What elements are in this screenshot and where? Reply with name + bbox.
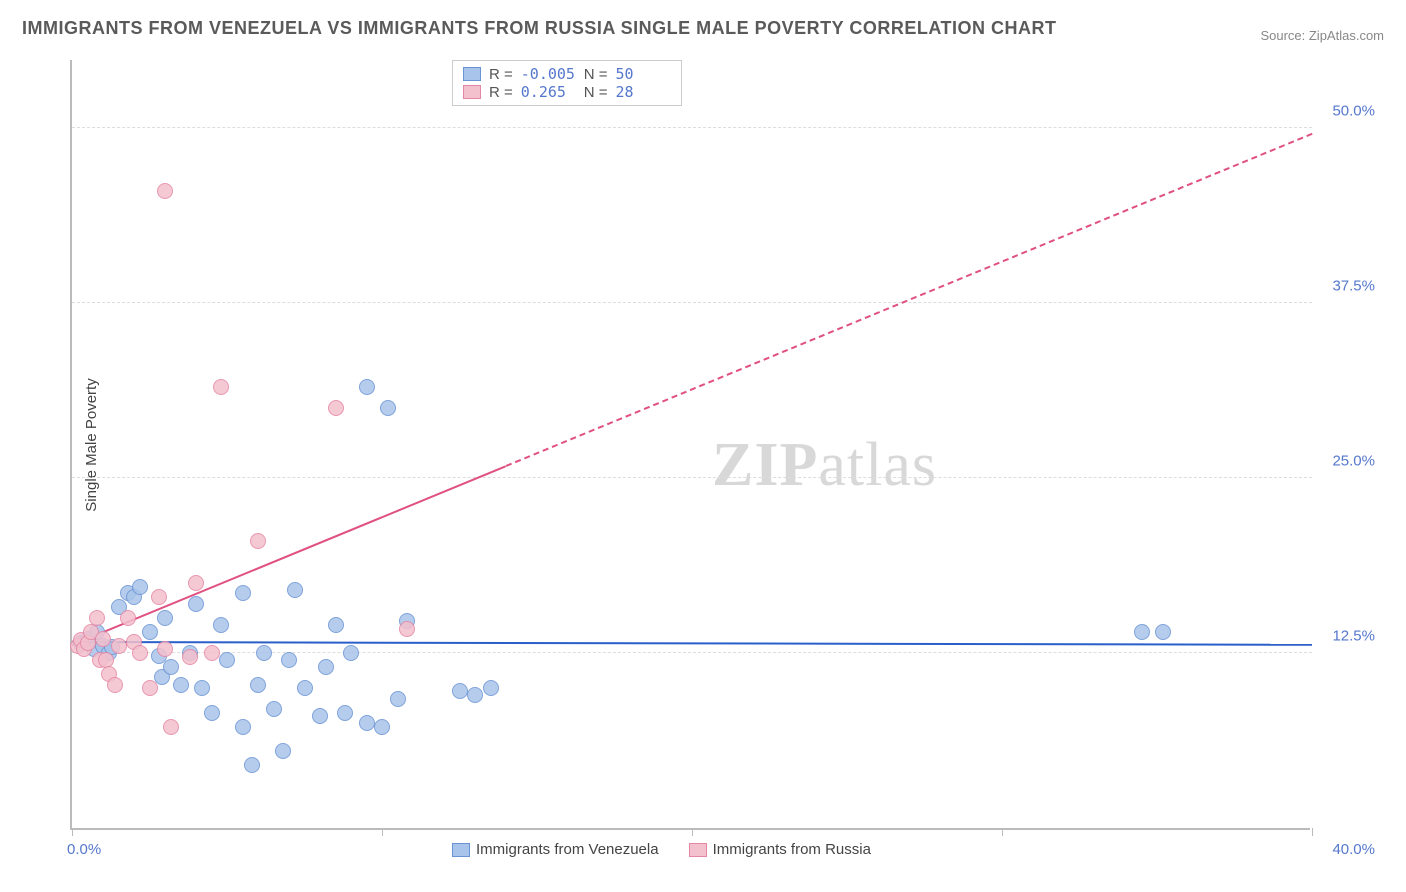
data-point <box>1134 624 1150 640</box>
x-tick-right: 40.0% <box>1332 841 1375 858</box>
n-label: N = <box>584 66 608 83</box>
watermark: ZIPatlas <box>712 430 937 501</box>
watermark-rest: atlas <box>818 431 937 499</box>
data-point <box>250 677 266 693</box>
data-point <box>337 705 353 721</box>
stats-row-russia: R = 0.265 N = 28 <box>463 83 671 101</box>
data-point <box>89 610 105 626</box>
gridline <box>72 477 1312 478</box>
x-tick-left: 0.0% <box>67 841 101 858</box>
legend-item-russia: Immigrants from Russia <box>689 841 871 858</box>
legend-label-venezuela: Immigrants from Venezuela <box>476 841 659 858</box>
data-point <box>120 610 136 626</box>
data-point <box>343 645 359 661</box>
x-tick <box>382 828 383 836</box>
n-value-russia: 28 <box>616 83 671 101</box>
data-point <box>188 575 204 591</box>
trend-line-solid <box>72 465 507 646</box>
scatter-plot: ZIPatlas R = -0.005 N = 50 R = 0.265 N =… <box>70 60 1310 830</box>
data-point <box>182 649 198 665</box>
source-citation: Source: ZipAtlas.com <box>1260 28 1384 43</box>
chart-title: IMMIGRANTS FROM VENEZUELA VS IMMIGRANTS … <box>22 18 1057 39</box>
data-point <box>107 677 123 693</box>
n-value-venezuela: 50 <box>616 65 671 83</box>
data-point <box>142 624 158 640</box>
trend-line-solid <box>72 641 1312 646</box>
data-point <box>132 645 148 661</box>
r-label: R = <box>489 66 513 83</box>
data-point <box>213 379 229 395</box>
data-point <box>142 680 158 696</box>
data-point <box>163 659 179 675</box>
stats-row-venezuela: R = -0.005 N = 50 <box>463 65 671 83</box>
r-value-russia: 0.265 <box>521 83 576 101</box>
stats-legend-box: R = -0.005 N = 50 R = 0.265 N = 28 <box>452 60 682 106</box>
r-label: R = <box>489 84 513 101</box>
data-point <box>256 645 272 661</box>
data-point <box>157 610 173 626</box>
data-point <box>235 585 251 601</box>
y-tick-label: 37.5% <box>1332 278 1375 295</box>
gridline <box>72 127 1312 128</box>
x-tick <box>692 828 693 836</box>
data-point <box>390 691 406 707</box>
swatch-russia <box>463 85 481 99</box>
data-point <box>281 652 297 668</box>
x-tick <box>1312 828 1313 836</box>
trend-line-dashed <box>506 133 1313 467</box>
swatch-icon <box>452 843 470 857</box>
legend-label-russia: Immigrants from Russia <box>713 841 871 858</box>
data-point <box>235 719 251 735</box>
data-point <box>1155 624 1171 640</box>
data-point <box>374 719 390 735</box>
data-point <box>483 680 499 696</box>
swatch-icon <box>689 843 707 857</box>
data-point <box>266 701 282 717</box>
y-tick-label: 12.5% <box>1332 628 1375 645</box>
gridline <box>72 302 1312 303</box>
data-point <box>111 638 127 654</box>
data-point <box>287 582 303 598</box>
data-point <box>250 533 266 549</box>
data-point <box>194 680 210 696</box>
data-point <box>380 400 396 416</box>
data-point <box>328 400 344 416</box>
data-point <box>219 652 235 668</box>
data-point <box>132 579 148 595</box>
x-tick <box>1002 828 1003 836</box>
data-point <box>95 631 111 647</box>
data-point <box>157 183 173 199</box>
data-point <box>204 645 220 661</box>
data-point <box>163 719 179 735</box>
data-point <box>297 680 313 696</box>
chart-area: Single Male Poverty ZIPatlas R = -0.005 … <box>70 60 1380 830</box>
swatch-venezuela <box>463 67 481 81</box>
data-point <box>244 757 260 773</box>
r-value-venezuela: -0.005 <box>521 65 576 83</box>
x-tick <box>72 828 73 836</box>
data-point <box>275 743 291 759</box>
data-point <box>151 589 167 605</box>
data-point <box>204 705 220 721</box>
data-point <box>328 617 344 633</box>
y-tick-label: 50.0% <box>1332 103 1375 120</box>
n-label: N = <box>584 84 608 101</box>
bottom-legend: Immigrants from Venezuela Immigrants fro… <box>452 841 871 858</box>
data-point <box>318 659 334 675</box>
data-point <box>312 708 328 724</box>
data-point <box>173 677 189 693</box>
legend-item-venezuela: Immigrants from Venezuela <box>452 841 659 858</box>
data-point <box>452 683 468 699</box>
data-point <box>359 379 375 395</box>
data-point <box>467 687 483 703</box>
data-point <box>399 621 415 637</box>
data-point <box>213 617 229 633</box>
watermark-bold: ZIP <box>712 431 818 499</box>
data-point <box>188 596 204 612</box>
y-tick-label: 25.0% <box>1332 453 1375 470</box>
data-point <box>359 715 375 731</box>
data-point <box>157 641 173 657</box>
